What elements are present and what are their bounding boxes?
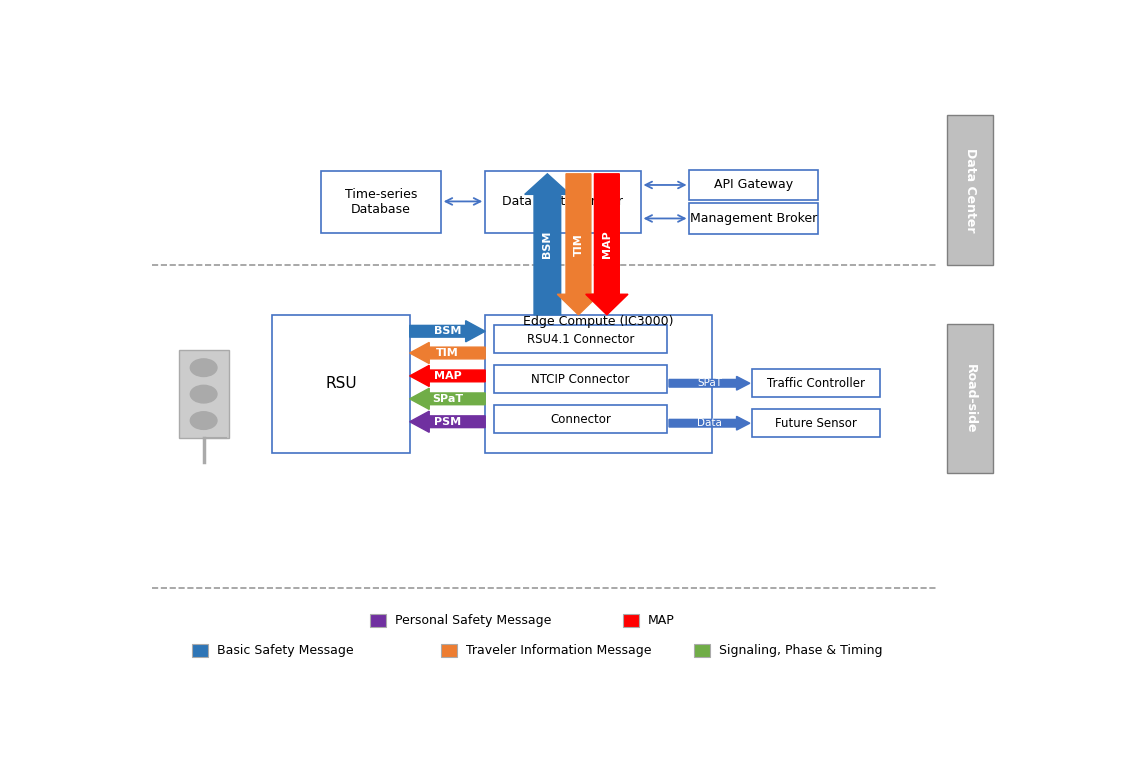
Text: API Gateway: API Gateway <box>714 179 793 192</box>
Bar <box>321 171 441 233</box>
FancyArrow shape <box>410 388 485 410</box>
Text: Future Sensor: Future Sensor <box>775 417 857 430</box>
Bar <box>485 171 641 233</box>
FancyArrow shape <box>557 174 599 315</box>
Text: RSU: RSU <box>325 376 356 391</box>
FancyArrow shape <box>669 417 749 430</box>
Bar <box>494 365 667 393</box>
Text: Road-side: Road-side <box>964 364 976 433</box>
FancyArrow shape <box>586 174 628 315</box>
Bar <box>694 645 709 658</box>
Text: PSM: PSM <box>434 417 461 427</box>
Text: Traffic Controller: Traffic Controller <box>767 377 865 390</box>
Bar <box>193 645 209 658</box>
Text: Management Broker: Management Broker <box>690 212 817 225</box>
Circle shape <box>190 385 217 403</box>
Bar <box>947 324 994 473</box>
Text: MAP: MAP <box>433 371 462 381</box>
Text: BSM: BSM <box>433 327 461 336</box>
Text: Signaling, Phase & Timing: Signaling, Phase & Timing <box>719 645 882 658</box>
Text: BSM: BSM <box>542 230 552 258</box>
FancyArrow shape <box>669 376 749 390</box>
Bar <box>494 405 667 433</box>
Text: Time-series
Database: Time-series Database <box>345 188 417 216</box>
Text: Data Center: Data Center <box>964 148 976 232</box>
Bar <box>690 169 818 200</box>
Text: Basic Safety Message: Basic Safety Message <box>217 645 354 658</box>
Bar <box>441 645 457 658</box>
Text: RSU4.1 Connector: RSU4.1 Connector <box>527 333 635 346</box>
Text: SPaT: SPaT <box>697 378 722 388</box>
Text: Data Center Broker: Data Center Broker <box>502 195 623 208</box>
Bar <box>485 315 712 453</box>
Circle shape <box>190 359 217 376</box>
Text: Edge Compute (IC3000): Edge Compute (IC3000) <box>524 315 674 328</box>
Text: TIM: TIM <box>437 348 458 358</box>
FancyArrow shape <box>410 320 485 342</box>
FancyArrow shape <box>410 411 485 433</box>
FancyArrow shape <box>410 343 485 364</box>
Circle shape <box>190 412 217 430</box>
Bar <box>179 350 228 438</box>
Bar <box>752 369 880 397</box>
Bar <box>272 315 410 453</box>
Text: MAP: MAP <box>602 230 612 258</box>
Bar <box>947 115 994 265</box>
Bar <box>690 203 818 233</box>
Text: TIM: TIM <box>573 233 583 256</box>
FancyArrow shape <box>525 174 570 315</box>
Text: Connector: Connector <box>550 413 611 426</box>
Text: Personal Safety Message: Personal Safety Message <box>394 613 551 627</box>
Bar <box>752 410 880 437</box>
Bar <box>494 325 667 353</box>
FancyArrow shape <box>410 365 485 387</box>
Text: Traveler Information Message: Traveler Information Message <box>465 645 651 658</box>
Text: Data: Data <box>697 418 722 428</box>
Text: NTCIP Connector: NTCIP Connector <box>532 372 630 385</box>
Text: SPaT: SPaT <box>432 394 463 404</box>
Bar <box>623 614 638 626</box>
Bar <box>370 614 386 626</box>
Text: MAP: MAP <box>647 613 675 627</box>
